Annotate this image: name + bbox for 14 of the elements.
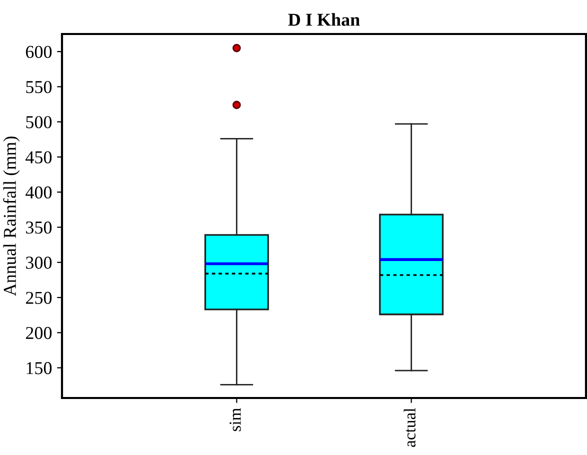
y-tick-label: 550 <box>26 80 52 94</box>
y-tick-label: 450 <box>26 151 52 164</box>
y-tick-label: 250 <box>26 292 52 304</box>
y-tick-label: 150 <box>26 362 52 374</box>
y-tick-label: 500 <box>26 116 52 128</box>
x-tick-label: sim <box>230 408 241 432</box>
y-tick-label: 600 <box>26 46 52 58</box>
y-tick-label: 300 <box>26 256 52 269</box>
x-tick-label: actual <box>404 408 416 447</box>
y-tick-label: 400 <box>26 186 52 199</box>
y-tick-label: 350 <box>26 222 52 234</box>
chart-title: D I Khan <box>288 13 360 26</box>
y-tick-label: 200 <box>26 326 52 340</box>
y-axis-title: Annual Rainfall (mm) <box>3 136 20 296</box>
